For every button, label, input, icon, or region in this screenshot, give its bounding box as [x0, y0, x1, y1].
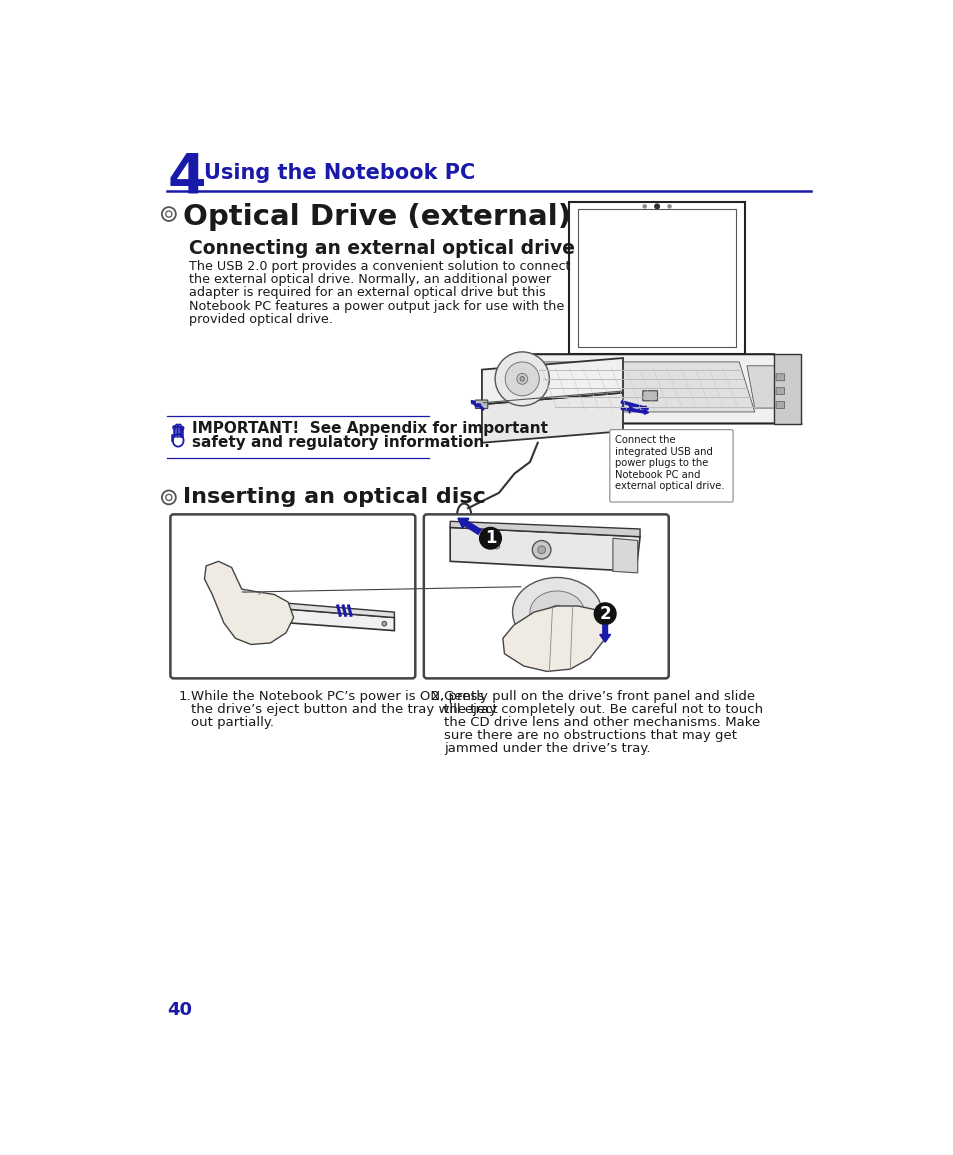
- Polygon shape: [534, 362, 754, 412]
- Ellipse shape: [178, 424, 181, 427]
- Circle shape: [594, 603, 616, 625]
- Text: 1: 1: [484, 529, 496, 547]
- Ellipse shape: [172, 426, 175, 429]
- Polygon shape: [247, 599, 394, 618]
- Polygon shape: [491, 355, 801, 424]
- Polygon shape: [612, 538, 637, 573]
- FancyBboxPatch shape: [642, 390, 657, 401]
- Ellipse shape: [175, 424, 178, 427]
- FancyBboxPatch shape: [775, 374, 783, 381]
- Text: external optical drive.: external optical drive.: [615, 482, 724, 491]
- Text: safety and regulatory information.: safety and regulatory information.: [192, 435, 490, 450]
- Text: Gently pull on the drive’s front panel and slide: Gently pull on the drive’s front panel a…: [443, 690, 755, 703]
- Ellipse shape: [548, 605, 565, 619]
- Text: Using the Notebook PC: Using the Notebook PC: [204, 163, 476, 184]
- Polygon shape: [450, 528, 639, 572]
- Text: integrated USB and: integrated USB and: [615, 447, 713, 456]
- Text: Inserting an optical disc: Inserting an optical disc: [183, 486, 485, 507]
- Text: Optical Drive (external): Optical Drive (external): [183, 202, 570, 231]
- Text: power plugs to the: power plugs to the: [615, 459, 708, 468]
- Text: the tray completely out. Be careful not to touch: the tray completely out. Be careful not …: [443, 703, 762, 716]
- FancyBboxPatch shape: [171, 514, 415, 678]
- Ellipse shape: [554, 610, 559, 614]
- Polygon shape: [481, 358, 622, 404]
- Text: Connecting an external optical drive: Connecting an external optical drive: [189, 239, 575, 258]
- Circle shape: [479, 528, 500, 549]
- Polygon shape: [502, 606, 606, 671]
- Text: 40: 40: [167, 1001, 193, 1019]
- Circle shape: [517, 373, 527, 385]
- Text: Connect the: Connect the: [615, 435, 675, 445]
- Circle shape: [654, 204, 659, 209]
- FancyArrow shape: [457, 519, 480, 535]
- Polygon shape: [481, 393, 622, 442]
- Ellipse shape: [172, 434, 183, 447]
- FancyBboxPatch shape: [775, 402, 783, 409]
- Polygon shape: [578, 209, 736, 346]
- Polygon shape: [568, 202, 744, 355]
- Text: out partially.: out partially.: [191, 716, 274, 729]
- Text: Notebook PC and: Notebook PC and: [615, 470, 700, 479]
- Circle shape: [537, 546, 545, 553]
- FancyBboxPatch shape: [609, 430, 732, 502]
- FancyArrow shape: [476, 403, 483, 410]
- Polygon shape: [450, 521, 639, 537]
- Circle shape: [667, 204, 670, 208]
- Text: While the Notebook PC’s power is ON, press: While the Notebook PC’s power is ON, pre…: [191, 690, 483, 703]
- Text: jammed under the drive’s tray.: jammed under the drive’s tray.: [443, 743, 650, 755]
- Text: provided optical drive.: provided optical drive.: [189, 313, 333, 326]
- Text: the external optical drive. Normally, an additional power: the external optical drive. Normally, an…: [189, 274, 551, 286]
- Polygon shape: [204, 561, 294, 644]
- Ellipse shape: [530, 591, 583, 633]
- FancyBboxPatch shape: [423, 514, 668, 678]
- Text: IMPORTANT!  See Appendix for important: IMPORTANT! See Appendix for important: [192, 422, 548, 437]
- Text: 1.: 1.: [178, 690, 191, 703]
- Circle shape: [381, 621, 386, 626]
- Ellipse shape: [512, 578, 601, 647]
- FancyArrow shape: [599, 625, 610, 642]
- Text: sure there are no obstructions that may get: sure there are no obstructions that may …: [443, 729, 737, 743]
- Circle shape: [532, 541, 550, 559]
- Text: Notebook PC features a power output jack for use with the: Notebook PC features a power output jack…: [189, 299, 563, 313]
- Text: 2: 2: [598, 605, 610, 623]
- Text: adapter is required for an external optical drive but this: adapter is required for an external opti…: [189, 286, 545, 299]
- FancyBboxPatch shape: [775, 388, 783, 395]
- Circle shape: [519, 377, 524, 381]
- FancyBboxPatch shape: [475, 400, 487, 409]
- Text: The USB 2.0 port provides a convenient solution to connect: The USB 2.0 port provides a convenient s…: [189, 260, 570, 274]
- Polygon shape: [773, 355, 801, 424]
- FancyArrow shape: [471, 401, 477, 407]
- Text: 2.: 2.: [431, 690, 443, 703]
- Circle shape: [642, 204, 645, 208]
- Circle shape: [495, 352, 549, 405]
- Polygon shape: [746, 366, 785, 408]
- Polygon shape: [247, 606, 394, 631]
- Text: the drive’s eject button and the tray will eject: the drive’s eject button and the tray wi…: [191, 703, 497, 716]
- Circle shape: [505, 362, 538, 396]
- Text: 4: 4: [167, 150, 206, 204]
- Ellipse shape: [181, 426, 184, 430]
- FancyArrow shape: [620, 407, 648, 415]
- Circle shape: [493, 543, 499, 549]
- FancyArrow shape: [620, 401, 648, 410]
- Text: the CD drive lens and other mechanisms. Make: the CD drive lens and other mechanisms. …: [443, 716, 760, 729]
